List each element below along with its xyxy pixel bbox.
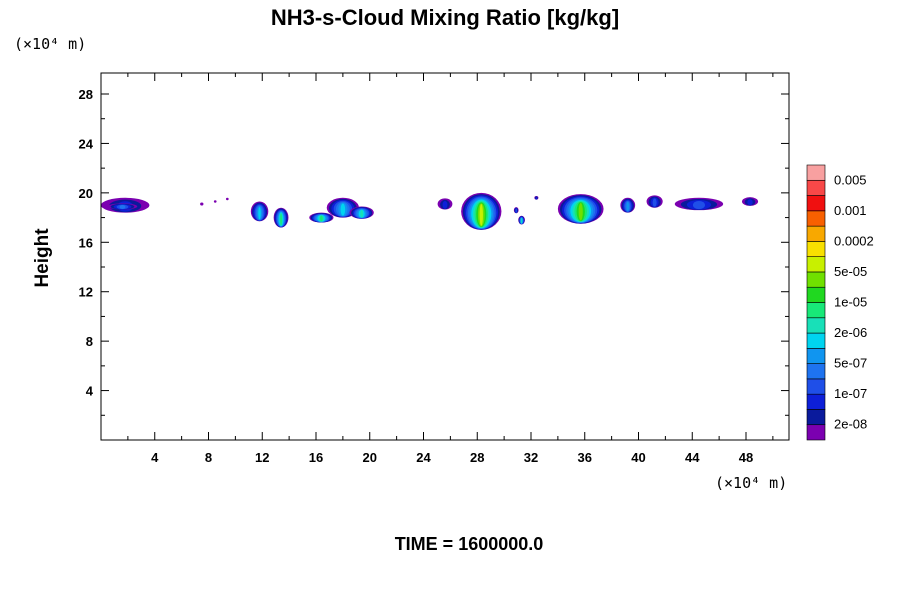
x-tick-label: 32	[524, 450, 538, 465]
colorbar-swatch	[806, 348, 826, 364]
cloud-blob	[741, 197, 759, 206]
cloud-contour	[340, 203, 346, 216]
colorbar-swatch	[806, 286, 826, 303]
cloud-contour	[652, 198, 657, 207]
cloud-contour	[521, 218, 523, 224]
cloud-field	[101, 192, 759, 230]
colorbar-label: 5e-05	[834, 264, 867, 279]
colorbar-swatch	[806, 424, 826, 441]
colorbar-label: 1e-07	[834, 386, 867, 401]
x-tick-label: 16	[309, 450, 323, 465]
chart-title: NH3-s-Cloud Mixing Ratio [kg/kg]	[271, 5, 619, 30]
cloud-blob	[646, 195, 663, 208]
colorbar-label: 5e-07	[834, 356, 867, 371]
colorbar-swatch	[806, 378, 826, 395]
cloud-contour	[320, 215, 323, 222]
y-tick-label: 28	[79, 87, 93, 102]
x-tick-label: 4	[151, 450, 159, 465]
cloud-blob	[437, 198, 453, 210]
colorbar-swatch	[806, 241, 826, 257]
time-label: TIME = 1600000.0	[395, 534, 544, 554]
cloud-blob	[674, 197, 724, 211]
colorbar-swatch	[806, 393, 826, 410]
colorbar-label: 0.005	[834, 172, 867, 187]
colorbar-swatch	[806, 210, 826, 227]
colorbar-swatch	[806, 225, 826, 242]
colorbar-swatch	[806, 256, 826, 273]
y-tick-label: 4	[86, 384, 94, 399]
colorbar-swatch	[806, 332, 826, 349]
cloud-blob	[213, 200, 217, 203]
cloud-contour	[213, 200, 217, 203]
cloud-blob	[518, 215, 525, 225]
x-tick-label: 12	[255, 450, 269, 465]
cloud-contour	[119, 205, 126, 209]
y-tick-label: 8	[86, 334, 93, 349]
colorbar-swatch	[806, 195, 826, 212]
x-tick-label: 28	[470, 450, 484, 465]
colorbar-swatch	[806, 363, 826, 380]
cloud-blob	[273, 207, 289, 228]
cloud-contour	[535, 196, 538, 200]
cloud-blob	[620, 197, 636, 213]
colorbar-swatch	[806, 271, 826, 288]
x-tick-label: 8	[205, 450, 212, 465]
colorbar: 2e-08 1e-07 5e-07 2e-06 1e-05 5e-05 0.0002 0.00…	[806, 164, 874, 441]
cloud-blob	[534, 195, 539, 200]
cloud-contour	[360, 210, 364, 218]
plot-frame	[100, 72, 790, 441]
cloud-blob	[250, 201, 269, 222]
y-tick-label: 12	[79, 285, 93, 300]
x-tick-label: 20	[363, 450, 377, 465]
colorbar-label: 2e-06	[834, 325, 867, 340]
y-tick-label: 20	[79, 186, 93, 201]
cloud-blob	[225, 197, 229, 201]
y-tick-label: 16	[79, 235, 93, 250]
cloud-contour	[200, 202, 204, 206]
cloud-contour	[442, 200, 448, 209]
y-tick-label: 24	[79, 136, 94, 151]
cloud-blob	[557, 194, 604, 224]
cloud-contour	[626, 201, 629, 212]
cloud-blob	[309, 212, 334, 223]
x-tick-label: 48	[739, 450, 753, 465]
cloud-contour	[280, 213, 282, 226]
cloud-blob	[461, 192, 502, 230]
cloud-contour	[258, 207, 261, 220]
y-axis-label: Height	[32, 228, 53, 288]
colorbar-label: 0.001	[834, 203, 867, 218]
cloud-blob	[107, 203, 138, 210]
cloud-blob	[200, 202, 204, 206]
cloud-contour	[479, 204, 483, 226]
y-unit-label: (×10⁴ m)	[14, 35, 86, 53]
colorbar-swatch	[806, 179, 826, 196]
colorbar-label: 2e-08	[834, 417, 867, 432]
cloud-contour	[747, 199, 753, 206]
cloud-blob	[513, 207, 519, 214]
x-unit-label: (×10⁴ m)	[715, 474, 787, 492]
cloud-contour	[515, 208, 517, 213]
cloud-contour	[225, 197, 229, 201]
x-tick-label: 24	[416, 450, 431, 465]
x-tick-label: 40	[631, 450, 645, 465]
cloud-blob	[326, 197, 359, 218]
colorbar-label: 1e-05	[834, 295, 867, 310]
colorbar-swatch	[806, 317, 826, 334]
x-tick-label: 36	[578, 450, 592, 465]
x-tick-label: 44	[685, 450, 700, 465]
colorbar-swatch	[806, 409, 826, 426]
colorbar-swatch	[806, 164, 826, 181]
colorbar-swatch	[806, 302, 826, 319]
cloud-blob	[349, 206, 374, 219]
cloud-contour	[692, 200, 706, 210]
cloud-contour	[578, 202, 583, 221]
colorbar-label: 0.0002	[834, 233, 874, 248]
